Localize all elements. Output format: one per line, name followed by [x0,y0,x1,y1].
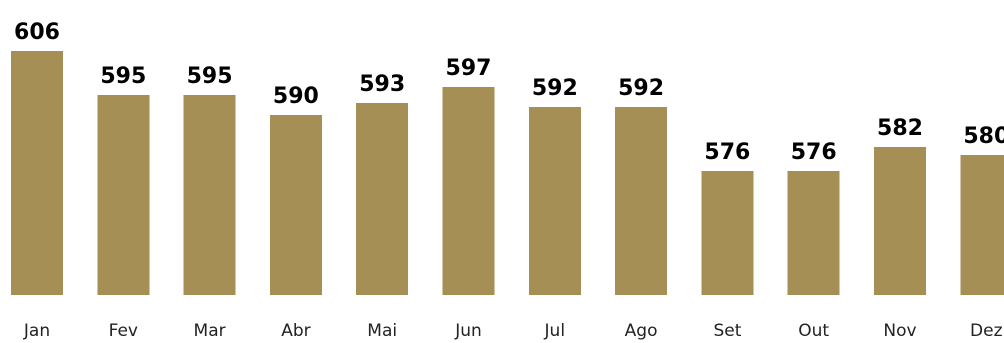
bar-abr [269,115,322,295]
value-label-jan: 606 [14,20,60,45]
category-label-jul: Jul [544,321,566,341]
bar-set [701,171,754,295]
value-label-jul: 592 [532,76,578,101]
value-label-abr: 590 [273,84,319,109]
bar-mai [356,103,409,295]
bar-jul [528,107,581,295]
value-label-jun: 597 [446,56,492,81]
category-label-dez: Dez [970,321,1003,341]
bar-jun [442,87,495,295]
bar-ago [615,107,668,295]
value-label-out: 576 [791,140,837,165]
value-labels-group: 606 595 595 590 593 597 592 592 576 576 582 580 [14,20,1004,165]
value-label-mar: 595 [187,64,233,89]
value-label-nov: 582 [877,116,923,141]
category-labels-group: Jan Fev Mar Abr Mai Jun Jul Ago Set Out Nov Dez [23,321,1003,341]
category-label-set: Set [713,321,741,341]
value-label-set: 576 [704,140,750,165]
value-label-fev: 595 [100,64,146,89]
value-label-mai: 593 [359,72,405,97]
bar-fev [97,95,150,295]
category-label-nov: Nov [883,321,916,341]
category-label-mai: Mai [367,321,397,341]
value-label-ago: 592 [618,76,664,101]
category-label-jan: Jan [23,321,50,341]
category-label-fev: Fev [109,321,138,341]
bar-nov [874,147,926,295]
category-label-ago: Ago [625,321,658,341]
bar-jan [11,51,63,295]
bars-group [11,51,1004,295]
bar-dez [960,155,1004,295]
category-label-jun: Jun [454,321,482,341]
category-label-mar: Mar [194,321,226,341]
category-label-out: Out [798,321,829,341]
bar-mar [183,95,236,295]
bar-out [787,171,840,295]
value-label-dez: 580 [963,124,1004,149]
category-label-abr: Abr [281,321,310,341]
